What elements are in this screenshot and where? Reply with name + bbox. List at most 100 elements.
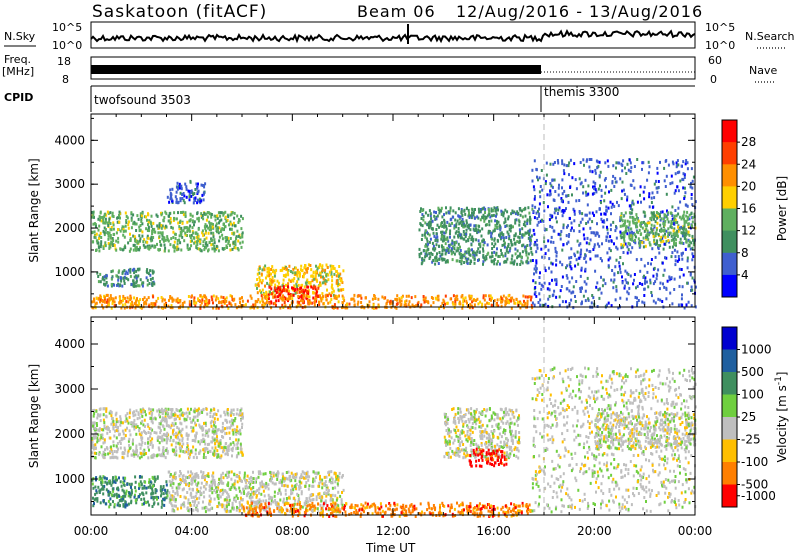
echo-cell <box>97 241 100 245</box>
echo-cell <box>204 227 207 231</box>
echo-cell <box>177 436 180 439</box>
echo-cell <box>538 276 541 279</box>
echo-cell <box>151 229 154 233</box>
echo-cell <box>258 276 261 280</box>
echo-cell <box>319 281 321 285</box>
echo-cell <box>172 236 175 239</box>
echo-cell <box>95 446 97 450</box>
echo-cell <box>684 247 687 251</box>
echo-cell <box>642 210 645 214</box>
echo-cell <box>490 259 493 263</box>
echo-cell <box>582 227 585 231</box>
echo-cell <box>667 211 670 215</box>
echo-cell <box>303 266 306 270</box>
echo-cell <box>316 267 319 271</box>
echo-cell <box>200 212 203 216</box>
echo-cell <box>204 242 207 246</box>
echo-cell <box>138 456 141 460</box>
echo-cell <box>431 253 434 256</box>
echo-cell <box>144 300 147 304</box>
echo-cell <box>194 196 197 200</box>
echo-cell <box>677 206 680 210</box>
echo-cell <box>363 306 366 310</box>
echo-cell <box>162 492 165 496</box>
echo-cell <box>628 204 631 208</box>
echo-cell <box>467 226 470 230</box>
echo-cell <box>110 414 113 418</box>
echo-cell <box>186 234 188 237</box>
echo-cell <box>106 427 109 431</box>
echo-cell <box>336 284 339 288</box>
echo-cell <box>477 216 480 220</box>
echo-cell <box>468 236 471 239</box>
echo-cell <box>531 301 534 305</box>
echo-cell <box>283 267 286 271</box>
echo-cell <box>546 287 549 291</box>
echo-cell <box>132 248 135 252</box>
echo-cell <box>686 266 689 270</box>
echo-cell <box>489 255 492 259</box>
echo-cell <box>166 433 169 436</box>
echo-cell <box>150 492 153 496</box>
echo-cell <box>102 418 105 422</box>
echo-cell <box>389 302 392 306</box>
echo-cell <box>172 429 174 433</box>
echo-cell <box>612 220 615 224</box>
echo-cell <box>180 429 183 433</box>
echo-cell <box>131 424 134 428</box>
echo-cell <box>520 260 523 264</box>
echo-cell <box>274 283 277 287</box>
echo-cell <box>495 212 498 216</box>
echo-cell <box>100 482 103 486</box>
echo-cell <box>154 478 157 482</box>
echo-cell <box>652 274 655 278</box>
echo-cell <box>659 298 662 302</box>
echo-cell <box>143 302 146 305</box>
echo-cell <box>287 297 290 301</box>
echo-cell <box>185 425 188 429</box>
echo-cell <box>224 210 227 214</box>
echo-cell <box>221 425 224 429</box>
echo-cell <box>615 285 618 289</box>
echo-cell <box>536 246 539 250</box>
echo-cell <box>531 204 534 208</box>
echo-cell <box>166 451 169 455</box>
echo-cell <box>216 227 219 231</box>
echo-cell <box>155 213 158 217</box>
echo-cell <box>669 291 672 295</box>
echo-cell <box>643 274 645 278</box>
echo-cell <box>680 217 683 221</box>
echo-cell <box>151 428 154 432</box>
echo-cell <box>677 255 680 258</box>
echo-cell <box>193 223 195 227</box>
echo-cell <box>609 228 612 232</box>
echo-cell <box>249 294 252 298</box>
echo-cell <box>482 249 485 253</box>
echo-cell <box>691 203 694 207</box>
echo-cell <box>529 221 532 225</box>
echo-cell <box>309 281 312 284</box>
echo-cell <box>150 419 153 423</box>
echo-cell <box>580 266 583 270</box>
echo-cell <box>483 217 486 220</box>
echo-cell <box>145 452 147 455</box>
echo-cell <box>543 266 546 270</box>
echo-cell <box>279 291 282 295</box>
echo-cell <box>98 451 101 455</box>
echo-cell <box>676 233 679 237</box>
echo-cell <box>574 264 577 268</box>
echo-cell <box>601 259 603 263</box>
echo-cell <box>570 221 573 225</box>
echo-cell <box>213 449 216 453</box>
echo-cell <box>590 301 593 305</box>
echo-cell <box>558 206 561 210</box>
echo-cell <box>196 198 199 202</box>
echo-cell <box>134 475 137 479</box>
echo-cell <box>659 281 662 285</box>
echo-cell <box>424 229 427 233</box>
echo-cell <box>119 442 122 445</box>
echo-cell <box>578 243 581 247</box>
echo-cell <box>495 226 498 230</box>
echo-cell <box>124 211 127 215</box>
echo-cell <box>535 294 538 298</box>
